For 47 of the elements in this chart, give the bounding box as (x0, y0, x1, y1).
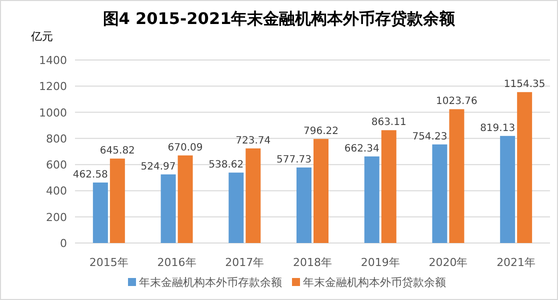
bar (246, 148, 261, 243)
bar (178, 155, 193, 243)
y-tick-label: 1400 (39, 54, 67, 67)
data-label: 754.23 (412, 131, 448, 142)
y-tick-label: 200 (46, 210, 67, 224)
x-tick-label: 2020年 (428, 256, 468, 269)
data-label: 524.97 (140, 161, 176, 172)
data-label: 645.82 (100, 146, 135, 157)
data-label: 863.11 (371, 117, 406, 128)
y-tick-label: 1200 (39, 80, 67, 94)
bar (92, 182, 108, 243)
data-label: 670.09 (168, 142, 203, 154)
y-tick-label: 600 (46, 158, 67, 172)
y-tick-label: 1000 (39, 106, 67, 120)
bar (517, 92, 532, 243)
bar (228, 172, 244, 243)
x-tick-label: 2016年 (157, 256, 196, 269)
bar (364, 156, 380, 243)
data-label: 1023.76 (436, 96, 478, 108)
bar (432, 144, 448, 243)
legend-label: 年末金融机构本外币存款余额 (139, 276, 282, 289)
data-label: 1154.35 (504, 79, 546, 90)
data-label: 462.58 (72, 170, 108, 181)
data-label: 796.22 (304, 126, 338, 137)
y-tick-label: 400 (46, 184, 67, 198)
y-tick-label: 0 (60, 237, 67, 250)
x-tick-label: 2017年 (225, 256, 264, 269)
data-label: 538.62 (208, 160, 244, 171)
legend-label: 年末金融机构本外币贷款余额 (303, 276, 446, 289)
y-axis-title: 亿元 (30, 30, 53, 43)
bar (449, 109, 464, 243)
data-label: 723.74 (236, 135, 271, 146)
bar (314, 138, 328, 243)
x-tick-label: 2021年 (496, 256, 536, 269)
x-tick-label: 2018年 (293, 256, 332, 269)
y-tick-label: 800 (46, 132, 67, 146)
data-label: 662.34 (344, 143, 380, 154)
x-tick-label: 2019年 (360, 256, 400, 269)
bar (110, 158, 125, 243)
bar (160, 174, 176, 243)
bar (500, 136, 516, 243)
data-label: 577.73 (276, 154, 312, 166)
chart-title: 图4 2015-2021年末金融机构本外币存贷款余额 (102, 9, 456, 28)
x-tick-label: 2015年 (89, 256, 128, 269)
data-label: 819.13 (480, 122, 516, 134)
bar (296, 167, 312, 243)
bar (381, 130, 396, 243)
